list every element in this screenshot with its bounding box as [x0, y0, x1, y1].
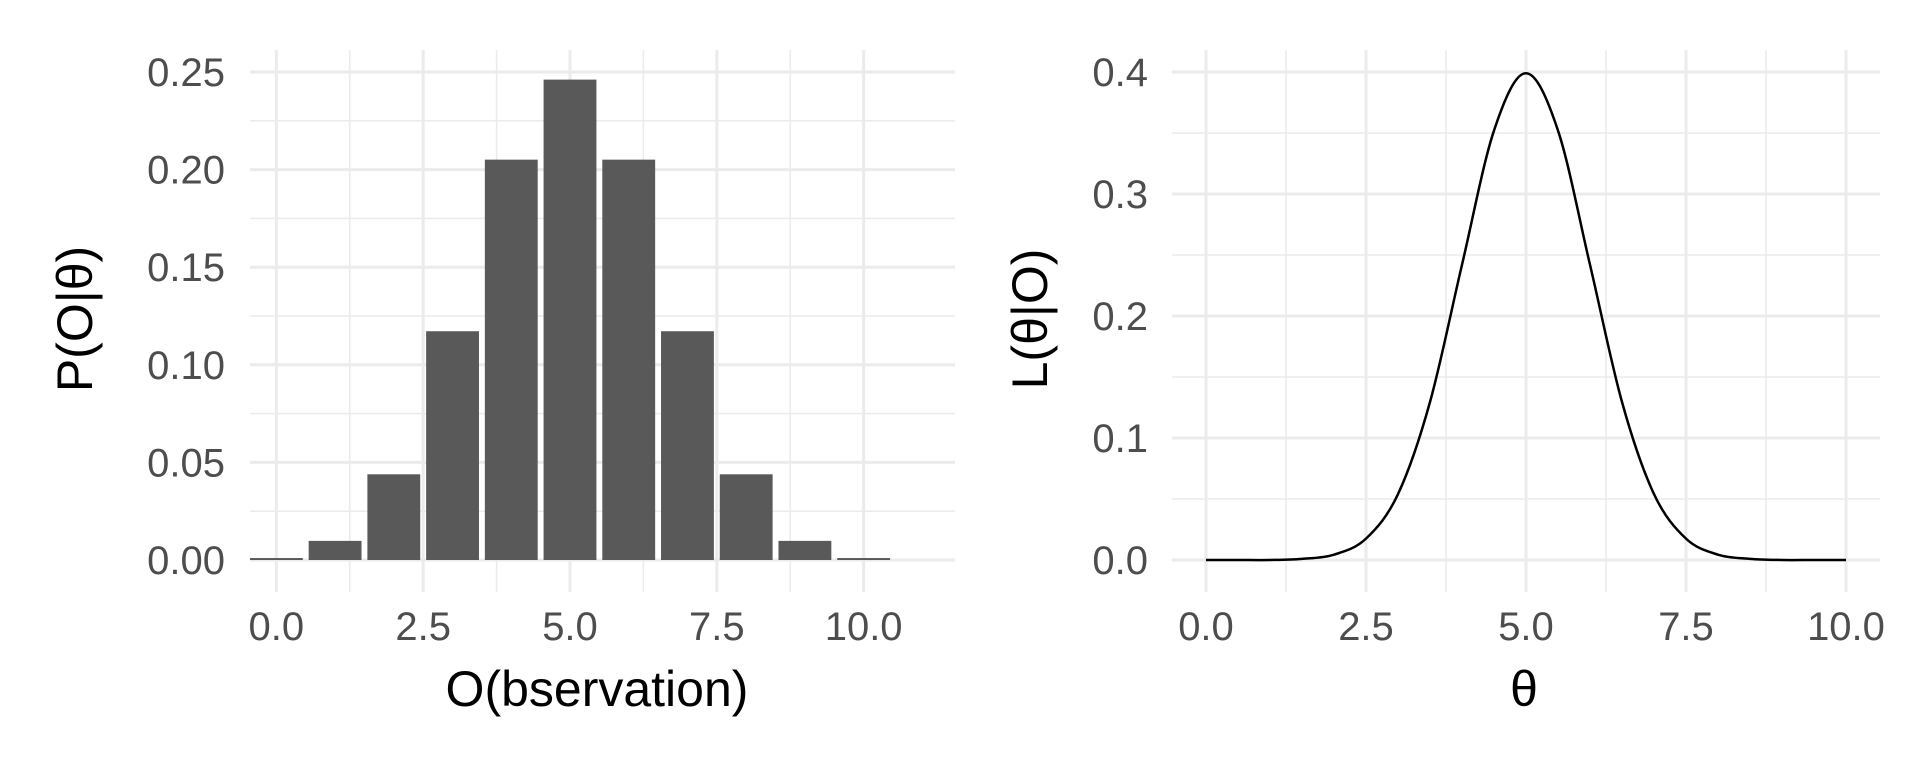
- right-tick-labels: 0.0 2.5 5.0 7.5 10.0 0.0 0.1 0.2 0.3 0.4: [1092, 51, 1885, 649]
- left-y-tick-label: 0.25: [147, 51, 225, 95]
- right-y-tick-label: 0.1: [1092, 417, 1148, 461]
- right-x-tick-label: 2.5: [1338, 605, 1394, 649]
- bar-9: [778, 540, 832, 560]
- right-x-tick-label: 5.0: [1498, 605, 1554, 649]
- left-x-tick-label: 0.0: [249, 605, 305, 649]
- right-y-tick-label: 0.3: [1092, 173, 1148, 217]
- right-x-tick-label: 7.5: [1658, 605, 1714, 649]
- bar-0: [249, 558, 303, 560]
- left-y-tick-label: 0.15: [147, 246, 225, 290]
- right-x-tick-label: 0.0: [1178, 605, 1234, 649]
- right-gridlines: [1172, 50, 1880, 592]
- left-x-tick-label: 10.0: [825, 605, 903, 649]
- left-y-tick-label: 0.05: [147, 441, 225, 485]
- left-y-tick-label: 0.00: [147, 539, 225, 583]
- binomial-probability-chart: 0.0 2.5 5.0 7.5 10.0 0.00 0.05 0.10 0.15 0.20 0.25…: [47, 50, 955, 717]
- right-x-tick-label: 10.0: [1807, 605, 1885, 649]
- left-x-tick-label: 7.5: [689, 605, 745, 649]
- bar-5: [543, 79, 597, 561]
- likelihood-curve: [1206, 71, 1846, 562]
- bar-3: [426, 331, 479, 560]
- bar-4: [484, 159, 538, 560]
- right-y-tick-label: 0.0: [1092, 539, 1148, 583]
- left-x-tick-label: 2.5: [395, 605, 451, 649]
- bar-1: [308, 540, 362, 560]
- right-x-axis-title: θ: [1510, 661, 1538, 717]
- likelihood-chart: 0.0 2.5 5.0 7.5 10.0 0.0 0.1 0.2 0.3 0.4 θ L(θ|O): [1002, 50, 1885, 717]
- right-curve: [1206, 71, 1846, 562]
- right-y-tick-label: 0.2: [1092, 295, 1148, 339]
- bar-6: [602, 159, 656, 560]
- bar-7: [661, 331, 714, 560]
- left-x-tick-label: 5.0: [542, 605, 598, 649]
- bar-8: [719, 474, 773, 560]
- left-y-tick-label: 0.10: [147, 344, 225, 388]
- left-y-axis-title: P(O|θ): [47, 246, 103, 392]
- left-bars: [249, 79, 891, 561]
- left-tick-labels: 0.0 2.5 5.0 7.5 10.0 0.00 0.05 0.10 0.15 0.20 0.25: [147, 51, 902, 649]
- bar-10: [837, 558, 891, 560]
- left-y-tick-label: 0.20: [147, 149, 225, 193]
- right-y-axis-title: L(θ|O): [1002, 249, 1058, 390]
- bar-2: [367, 474, 421, 560]
- right-y-tick-label: 0.4: [1092, 51, 1148, 95]
- left-x-axis-title: O(bservation): [446, 661, 749, 717]
